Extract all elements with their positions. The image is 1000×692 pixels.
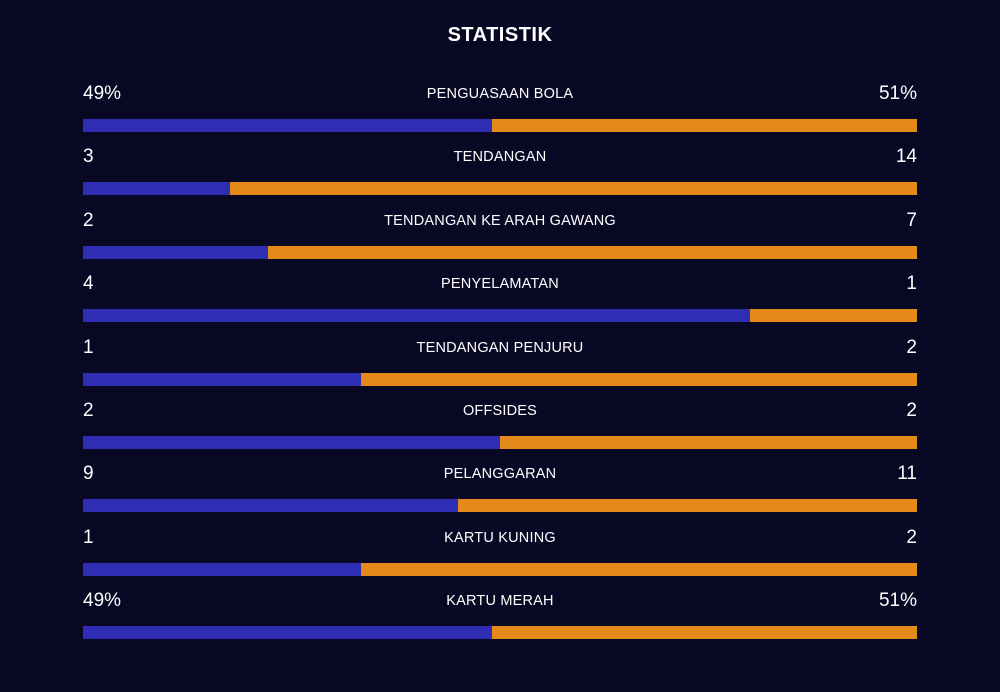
away-bar-fill	[458, 499, 917, 513]
comparison-bar	[83, 499, 917, 513]
away-bar-fill	[500, 435, 917, 449]
stat-label: KARTU KUNING	[444, 529, 556, 546]
stat-header: 49% KARTU MERAH 51%	[83, 586, 917, 616]
away-value: 2	[906, 336, 917, 358]
stat-row-tendangan-ke-arah-gawang: 2 TENDANGAN KE ARAH GAWANG 7	[83, 206, 917, 269]
stat-row-offsides: 2 OFFSIDES 2	[83, 396, 917, 459]
away-bar-fill	[491, 119, 917, 132]
away-bar-fill	[360, 562, 917, 576]
stat-row-pelanggaran: 9 PELANGGARAN 11	[83, 459, 917, 522]
away-value: 11	[897, 463, 917, 485]
stat-label: TENDANGAN	[453, 149, 547, 166]
stat-row-tendangan: 3 TENDANGAN 14	[83, 142, 917, 205]
home-bar-fill	[83, 119, 492, 132]
stat-row-kartu-kuning: 1 KARTU KUNING 2	[83, 523, 917, 586]
away-bar-fill	[360, 372, 917, 386]
stat-label: TENDANGAN KE ARAH GAWANG	[384, 212, 616, 229]
home-bar-fill	[83, 562, 361, 576]
away-value: 51%	[878, 590, 917, 612]
home-value: 4	[83, 273, 94, 295]
stat-label: PENYELAMATAN	[441, 276, 559, 293]
comparison-bar	[83, 562, 917, 576]
home-value: 1	[83, 336, 94, 358]
stat-row-tendangan-penjuru: 1 TENDANGAN PENJURU 2	[83, 333, 917, 396]
comparison-bar	[83, 435, 917, 449]
home-bar-fill	[83, 309, 751, 323]
home-value: 2	[83, 209, 94, 231]
away-bar-fill	[491, 626, 917, 640]
home-value: 49%	[83, 590, 122, 612]
stat-header: 9 PELANGGARAN 11	[83, 459, 917, 489]
stat-header: 1 TENDANGAN PENJURU 2	[83, 333, 917, 363]
home-value: 3	[83, 146, 94, 168]
comparison-bar	[83, 626, 917, 640]
away-value: 14	[895, 146, 917, 168]
comparison-bar	[83, 245, 917, 259]
away-value: 1	[906, 273, 917, 295]
stat-label: TENDANGAN PENJURU	[416, 339, 584, 356]
stat-label: PENGUASAAN BOLA	[426, 86, 574, 102]
stat-header: 1 KARTU KUNING 2	[83, 523, 917, 553]
stat-label: KARTU MERAH	[446, 593, 554, 610]
comparison-bar	[83, 309, 917, 323]
away-bar-fill	[750, 309, 917, 323]
stat-row-penguasaan-bola: 49% PENGUASAAN BOLA 51%	[83, 79, 917, 142]
stat-header: 4 PENYELAMATAN 1	[83, 269, 917, 299]
home-bar-fill	[83, 499, 459, 513]
away-value: 7	[906, 209, 917, 231]
stat-header: 2 OFFSIDES 2	[83, 396, 917, 426]
away-value: 2	[906, 399, 917, 421]
stat-label: PELANGGARAN	[443, 466, 557, 483]
page-title: STATISTIK	[447, 24, 553, 46]
home-bar-fill	[83, 372, 361, 386]
home-value: 1	[83, 526, 94, 548]
comparison-bar	[83, 372, 917, 386]
stat-header: 2 TENDANGAN KE ARAH GAWANG 7	[83, 206, 917, 236]
home-bar-fill	[83, 626, 492, 640]
home-value: 2	[83, 399, 94, 421]
home-value: 49%	[83, 83, 122, 104]
stat-label: OFFSIDES	[462, 402, 538, 419]
away-value: 51%	[878, 83, 917, 104]
stat-header: 3 TENDANGAN 14	[83, 142, 917, 172]
away-bar-fill	[268, 245, 917, 259]
stats-list: 49% PENGUASAAN BOLA 51% 3 TENDANGAN 14 2…	[83, 79, 917, 650]
stat-row-kartu-merah: 49% KARTU MERAH 51%	[83, 586, 917, 649]
away-bar-fill	[229, 182, 917, 196]
home-value: 9	[83, 463, 94, 485]
home-bar-fill	[83, 435, 500, 449]
home-bar-fill	[83, 245, 269, 259]
comparison-bar	[83, 119, 917, 132]
stat-row-penyelamatan: 4 PENYELAMATAN 1	[83, 269, 917, 332]
away-value: 2	[906, 526, 917, 548]
comparison-bar	[83, 182, 917, 196]
stat-header: 49% PENGUASAAN BOLA 51%	[83, 79, 917, 109]
home-bar-fill	[83, 182, 230, 196]
